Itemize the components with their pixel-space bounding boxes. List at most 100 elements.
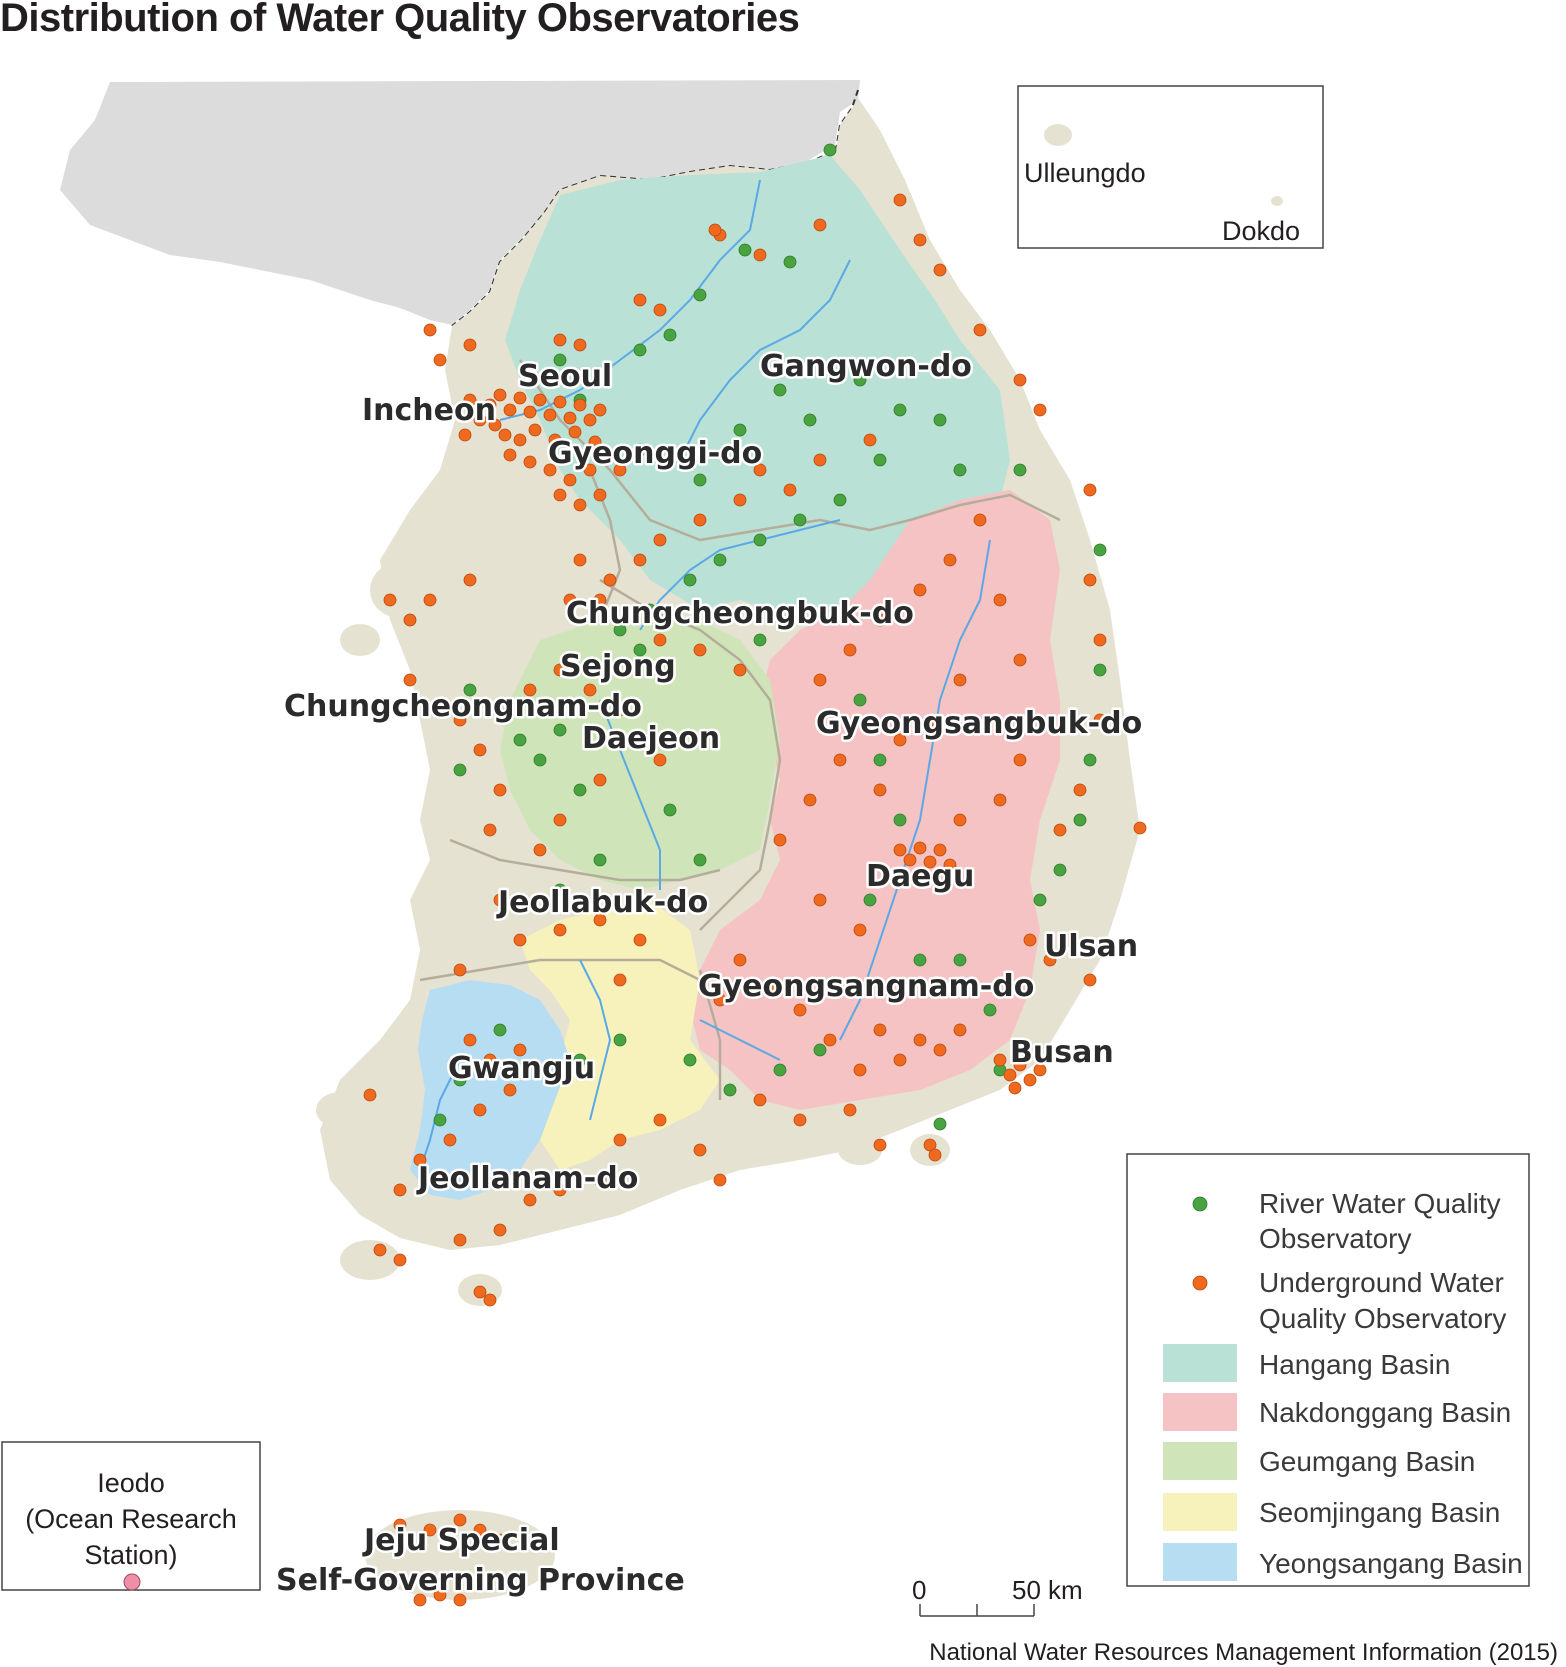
ground-point [903, 853, 917, 867]
label-gwangju: Gwangju [448, 1051, 595, 1086]
ground-point [583, 413, 597, 427]
river-point [1053, 863, 1067, 877]
label-seoul: Seoul [518, 359, 612, 394]
hangang-basin [505, 155, 1010, 630]
ulleungdo-island [1044, 124, 1072, 146]
province-boundaries [419, 359, 1061, 1100]
river-point [813, 1043, 827, 1057]
ground-point [853, 923, 867, 937]
ground-point [713, 1173, 727, 1187]
river-point [893, 813, 907, 827]
ground-point [493, 388, 507, 402]
river-point [513, 733, 527, 747]
label-gangwon: Gangwon-do [760, 349, 972, 384]
label-dokdo: Dokdo [1222, 216, 1300, 246]
ground-point [473, 413, 487, 427]
river-point [598, 373, 612, 387]
ground-point [943, 858, 957, 872]
ground-point [933, 263, 947, 277]
ieodo-label-line2: (Ocean Research [25, 1504, 237, 1534]
ground-point [873, 1138, 887, 1152]
ground-point [1083, 973, 1097, 987]
river-point [1093, 663, 1107, 677]
ground-point [553, 395, 567, 409]
ground-point [453, 963, 467, 977]
ground-point [928, 1148, 942, 1162]
river-point [533, 753, 547, 767]
river-point [573, 1053, 587, 1067]
ground-point [433, 1588, 447, 1602]
ground-point [863, 433, 877, 447]
river-point [593, 853, 607, 867]
ground-point [1093, 713, 1107, 727]
ground-point [933, 843, 947, 857]
river-point [613, 623, 627, 637]
ground-point [533, 843, 547, 857]
river-point [463, 683, 477, 697]
ground-point [633, 553, 647, 567]
ground-point [453, 1593, 467, 1607]
ground-point [1013, 1058, 1027, 1072]
ground-point [373, 1243, 387, 1257]
ground-point [1133, 821, 1147, 835]
ground-point [923, 713, 937, 727]
legend-seomjin-swatch [1163, 1493, 1237, 1531]
scale-bar: 0 50 km [912, 1575, 1083, 1617]
river-point [753, 533, 767, 547]
label-incheon: Incheon [362, 393, 496, 428]
ground-point [543, 463, 557, 477]
ground-point [753, 463, 767, 477]
label-jeju-line2: Self-Governing Province [276, 1563, 685, 1598]
scale-fifty: 50 [1012, 1575, 1041, 1605]
ground-point [893, 733, 907, 747]
scale-zero: 0 [912, 1575, 926, 1605]
ground-point [413, 1153, 427, 1167]
ground-point [693, 643, 707, 657]
label-ulleungdo: Ulleungdo [1024, 158, 1146, 188]
river-point [553, 723, 567, 737]
ground-point [603, 573, 617, 587]
river-point [633, 643, 647, 657]
river-point [633, 343, 647, 357]
legend-nakdong: Nakdonggang Basin [1259, 1397, 1511, 1428]
ground-point [493, 783, 507, 797]
ground-point [633, 933, 647, 947]
ground-point [653, 533, 667, 547]
river-point [553, 353, 567, 367]
legend-hangang: Hangang Basin [1259, 1349, 1450, 1380]
ground-point [513, 433, 527, 447]
ground-point [713, 993, 727, 1007]
river-point [573, 783, 587, 797]
ground-point [1013, 373, 1027, 387]
river-point [693, 853, 707, 867]
ground-point [1033, 1063, 1047, 1077]
ieodo-label-line3: Station) [84, 1540, 177, 1570]
river-point [1033, 893, 1047, 907]
ground-point [503, 1083, 517, 1097]
label-gyeongnam: Gyeongsangnam-do [698, 969, 1034, 1004]
ground-point [873, 1023, 887, 1037]
river-point [693, 473, 707, 487]
scale-unit: km [1048, 1575, 1083, 1605]
ground-point [803, 793, 817, 807]
ground-point [393, 1253, 407, 1267]
river-point [1083, 753, 1097, 767]
label-jeju-line1: Jeju Special [362, 1523, 560, 1558]
legend-ground-line1: Underground Water [1259, 1267, 1504, 1298]
river-point [738, 243, 752, 257]
ground-point [753, 1093, 767, 1107]
ground-point [553, 488, 567, 502]
ground-point [853, 1063, 867, 1077]
ground-point [463, 338, 477, 352]
underground-observatory-points [363, 193, 1147, 1607]
ieodo-label-line1: Ieodo [97, 1468, 165, 1498]
ground-point [693, 1143, 707, 1157]
ground-point [943, 553, 957, 567]
ground-point [783, 483, 797, 497]
ground-point [913, 841, 927, 855]
legend-ground-line2: Quality Observatory [1259, 1303, 1506, 1334]
ieodo-inset: Ieodo (Ocean Research Station) [1, 1441, 261, 1591]
ground-point [553, 1183, 567, 1197]
ground-point [938, 878, 952, 892]
ground-point [593, 403, 607, 417]
